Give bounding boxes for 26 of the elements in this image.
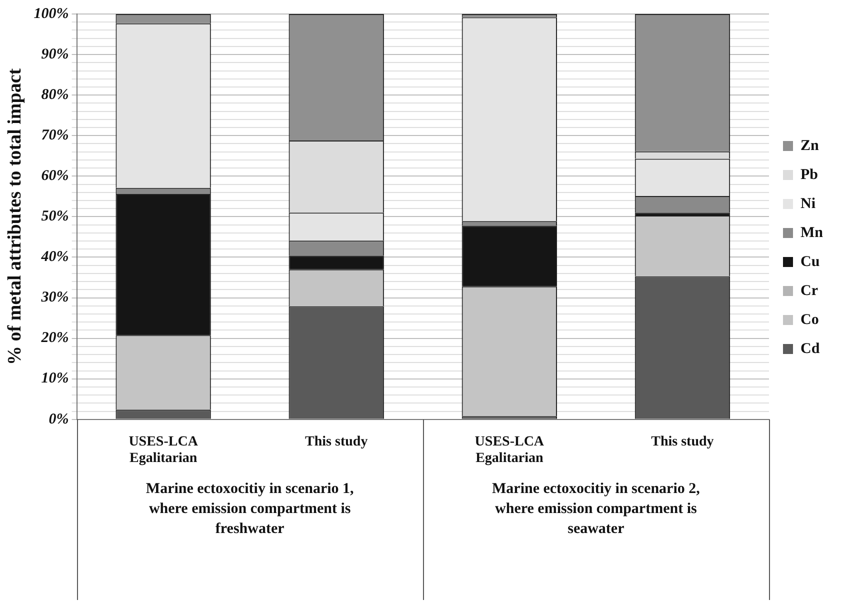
legend-label: Pb — [800, 166, 818, 183]
x-tick-label: USES-LCA Egalitarian — [474, 434, 545, 466]
legend-label: Mn — [800, 224, 824, 241]
y-tick-label: 0% — [48, 411, 69, 428]
y-tick-label: 90% — [41, 46, 69, 62]
y-tick-label: 60% — [41, 168, 69, 184]
y-axis-title: % of metal attributes to total impact — [4, 68, 26, 365]
y-tick-label: 80% — [41, 86, 69, 103]
legend-label: Cd — [800, 340, 820, 357]
y-tick-label: 40% — [40, 249, 69, 266]
text: Marine ectoxocitiy in scenario 2, where emission compartment is seawater — [491, 480, 701, 540]
y-tick-label: 50% — [41, 208, 69, 225]
legend-label: Co — [800, 312, 819, 328]
y-tick-label: 20% — [40, 330, 69, 346]
y-tick-label: 100% — [34, 6, 69, 22]
y-tick-label: 70% — [41, 127, 69, 144]
y-tick-label: 10% — [41, 370, 69, 387]
text: Marine ectoxocitiy in scenario 1, where emission compartment is freshwater — [144, 480, 355, 540]
legend-label: Zn — [800, 138, 820, 154]
x-tick-label: This study — [305, 434, 368, 450]
legend-label: Cu — [800, 254, 820, 270]
legend-label: Ni — [800, 196, 816, 212]
x-tick-label: USES-LCA Egalitarian — [128, 434, 199, 466]
legend-label: Cr — [800, 282, 818, 299]
x-tick-label: This study — [651, 434, 714, 450]
y-tick-label: 30% — [40, 290, 69, 306]
